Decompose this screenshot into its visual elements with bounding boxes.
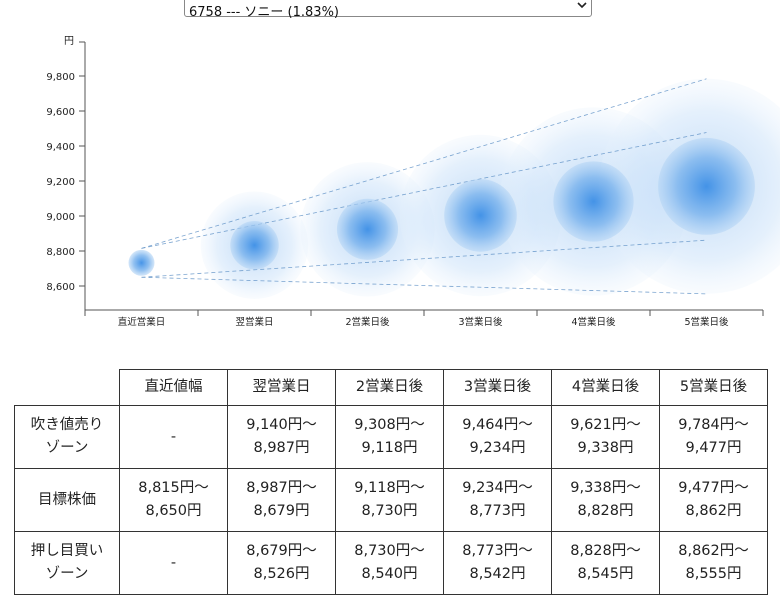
- table-cell: 8,679円〜 8,526円: [227, 531, 336, 595]
- target-price-bubble: [553, 161, 634, 242]
- table-header-cell: 3営業日後: [443, 369, 552, 406]
- y-tick-label: 8,600: [46, 282, 75, 293]
- target-price-bubble: [128, 249, 155, 276]
- x-tick-label: 5営業日後: [684, 316, 729, 328]
- y-tick-label: 9,200: [46, 177, 75, 188]
- table-cell: 8,862円〜 8,555円: [659, 531, 768, 595]
- table-cell: 9,234円〜 8,773円: [443, 468, 552, 532]
- target-price-bubble: [230, 220, 279, 270]
- y-tick-label: 9,600: [46, 107, 75, 118]
- trend-dash-line: [141, 276, 707, 295]
- x-tick-label: 翌営業日: [235, 316, 273, 328]
- table-cell: -: [119, 531, 228, 595]
- table-cell: -: [119, 405, 228, 469]
- table-cell: 8,987円〜 8,679円: [227, 468, 336, 532]
- target-price-bubble: [658, 137, 755, 235]
- x-tick-label: 2営業日後: [345, 316, 390, 328]
- y-tick-label: 9,000: [46, 212, 75, 223]
- table-cell: 9,621円〜 9,338円: [551, 405, 660, 469]
- table-row-header: 押し目買い ゾーン: [14, 531, 120, 595]
- table-cell: 9,118円〜 8,730円: [335, 468, 444, 532]
- table-header-row: 直近値幅 翌営業日 2営業日後 3営業日後 4営業日後 5営業日後: [14, 369, 768, 406]
- table-row: 吹き値売り ゾーン -9,140円〜 8,987円 9,308円〜 9,118円 9,464…: [14, 405, 768, 469]
- y-tick-label: 8,800: [46, 247, 75, 258]
- table-cell: 9,338円〜 8,828円: [551, 468, 660, 532]
- x-tick-label: 3営業日後: [458, 316, 503, 328]
- table-cell: 8,828円〜 8,545円: [551, 531, 660, 595]
- table-cell: 9,784円〜 9,477円: [659, 405, 768, 469]
- x-tick-label: 4営業日後: [571, 316, 616, 328]
- trend-dash-line: [141, 78, 707, 249]
- forecast-table: 直近値幅 翌営業日 2営業日後 3営業日後 4営業日後 5営業日後 吹き値売り ゾーン -9,…: [14, 369, 768, 595]
- table-header-cell: 5営業日後: [659, 369, 768, 406]
- table-cell: 9,477円〜 8,862円: [659, 468, 768, 532]
- table-cell: 9,308円〜 9,118円: [335, 405, 444, 469]
- stock-selector-value: 6758 --- ソニー (1.83%): [189, 5, 339, 20]
- table-row-header: 目標株価: [14, 468, 120, 532]
- table-cell: 9,140円〜 8,987円: [227, 405, 336, 469]
- trend-dash-line: [141, 239, 707, 278]
- table-corner-cell: [14, 369, 120, 406]
- table-cell: 9,464円〜 9,234円: [443, 405, 552, 469]
- table-cell: 8,773円〜 8,542円: [443, 531, 552, 595]
- target-price-bubble: [444, 179, 517, 252]
- table-row: 押し目買い ゾーン -8,679円〜 8,526円 8,730円〜 8,540円 8,773…: [14, 531, 768, 595]
- trend-dash-line: [141, 132, 707, 249]
- table-header-cell: 翌営業日: [227, 369, 336, 406]
- x-tick-label: 直近営業日: [118, 316, 166, 328]
- target-price-bubble: [336, 198, 399, 260]
- y-tick-label: 9,800: [46, 72, 75, 83]
- table-header-cell: 4営業日後: [551, 369, 660, 406]
- table-cell: 8,730円〜 8,540円: [335, 531, 444, 595]
- table-header-cell: 直近値幅: [119, 369, 228, 406]
- table-cell: 8,815円〜 8,650円: [119, 468, 228, 532]
- forecast-chart: 円 8,600 8,800 9,000 9,200 9,400 9,600 9,800 直近営業…: [46, 36, 780, 328]
- y-axis-unit: 円: [64, 36, 74, 47]
- table-header-cell: 2営業日後: [335, 369, 444, 406]
- table-row-header: 吹き値売り ゾーン: [14, 405, 120, 469]
- y-tick-label: 9,400: [46, 142, 75, 153]
- chevron-down-icon: [577, 2, 587, 9]
- stock-selector[interactable]: 6758 --- ソニー (1.83%): [184, 0, 592, 20]
- table-row: 目標株価 8,815円〜 8,650円 8,987円〜 8,679円 9,118円〜 8,7…: [14, 468, 768, 532]
